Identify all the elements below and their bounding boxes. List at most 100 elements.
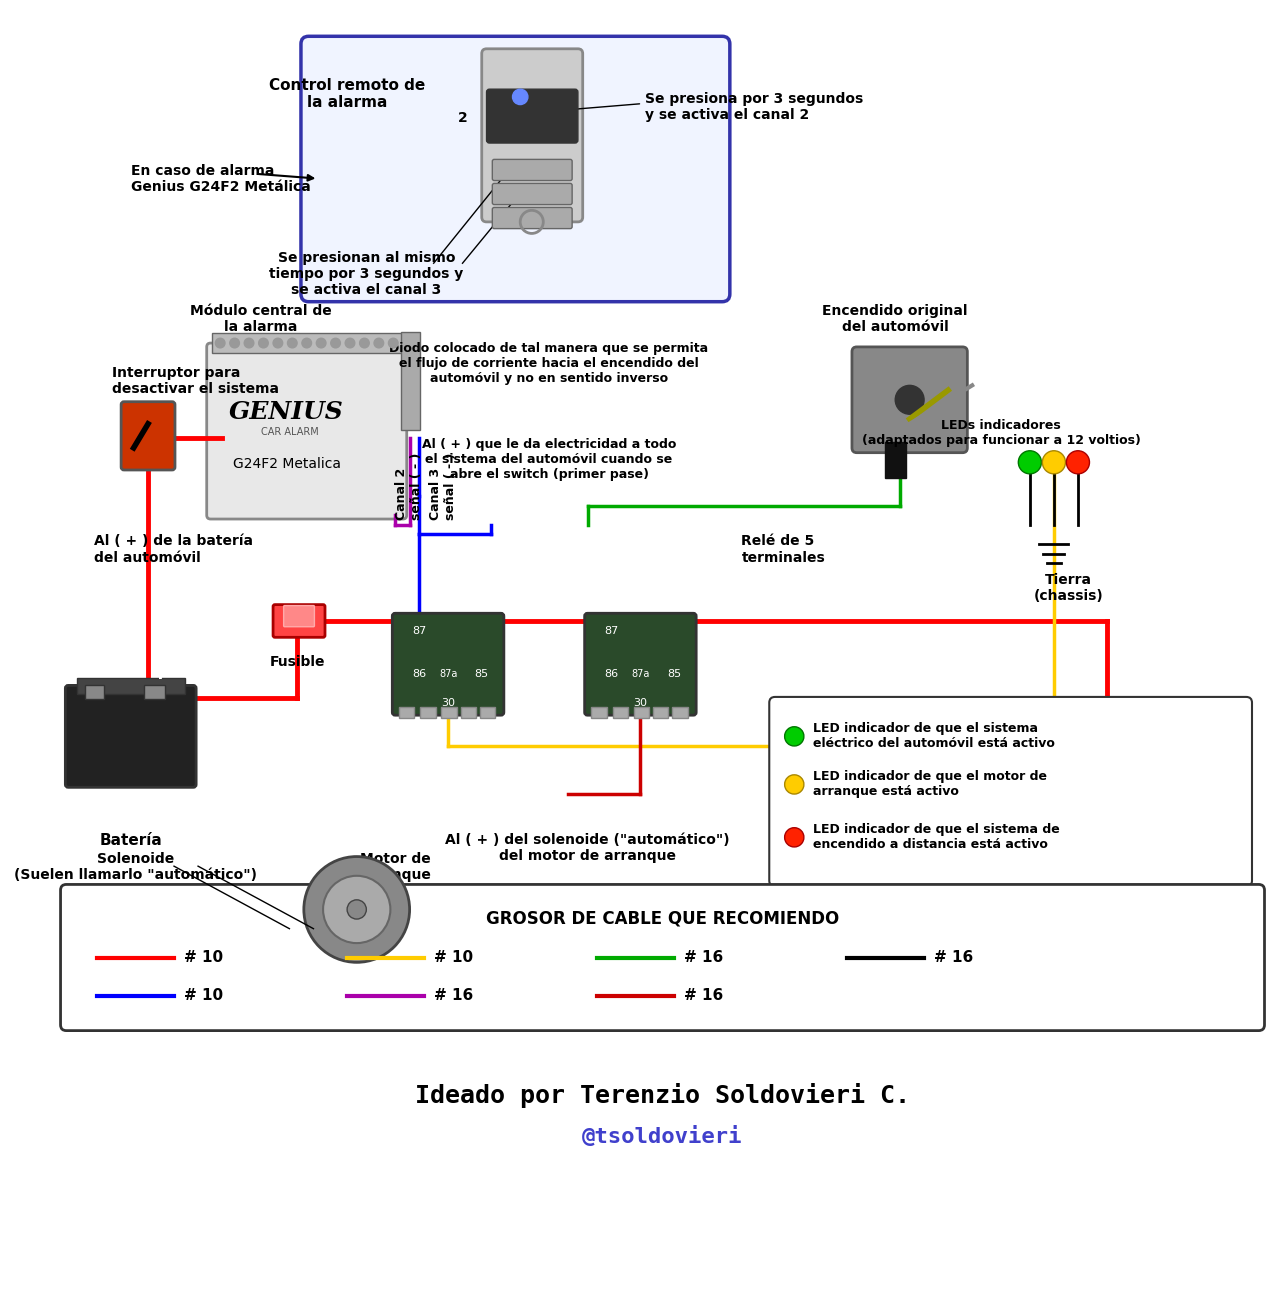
Text: # 10: # 10	[184, 988, 222, 1004]
Text: 87: 87	[412, 626, 427, 636]
Text: # 10: # 10	[184, 949, 222, 965]
Text: GENIUS: GENIUS	[229, 400, 344, 424]
FancyBboxPatch shape	[442, 707, 457, 719]
Text: Módulo central de
la alarma: Módulo central de la alarma	[190, 303, 332, 334]
FancyBboxPatch shape	[487, 89, 578, 143]
Text: Control remoto de
la alarma: Control remoto de la alarma	[269, 77, 425, 110]
FancyBboxPatch shape	[420, 707, 435, 719]
Text: LEDs indicadores
(adaptados para funcionar a 12 voltios): LEDs indicadores (adaptados para funcion…	[862, 419, 1140, 448]
FancyBboxPatch shape	[480, 707, 495, 719]
Circle shape	[216, 338, 225, 348]
Circle shape	[388, 338, 398, 348]
Text: Encendido original
del automóvil: Encendido original del automóvil	[822, 303, 968, 334]
Text: LED indicador de que el motor de
arranque está activo: LED indicador de que el motor de arranqu…	[813, 770, 1047, 799]
Text: -: -	[92, 659, 102, 684]
Circle shape	[331, 338, 341, 348]
Text: Tierra
(chassis): Tierra (chassis)	[1033, 573, 1103, 604]
Text: Canal 3
señal ( - ): Canal 3 señal ( - )	[429, 453, 457, 520]
FancyBboxPatch shape	[121, 401, 175, 470]
Text: Fusible: Fusible	[269, 654, 324, 668]
FancyBboxPatch shape	[613, 707, 628, 719]
Wedge shape	[1042, 450, 1065, 473]
Text: 87a: 87a	[439, 670, 457, 679]
Text: 4: 4	[530, 150, 539, 164]
FancyBboxPatch shape	[653, 707, 668, 719]
FancyBboxPatch shape	[885, 442, 905, 477]
FancyBboxPatch shape	[273, 605, 324, 637]
Text: Motor de
arranque: Motor de arranque	[359, 851, 432, 882]
Text: En caso de alarma
Genius G24F2 Metálica: En caso de alarma Genius G24F2 Metálica	[130, 164, 310, 195]
Circle shape	[304, 857, 410, 962]
Circle shape	[345, 338, 355, 348]
FancyBboxPatch shape	[493, 183, 572, 205]
Text: # 16: # 16	[683, 949, 723, 965]
FancyBboxPatch shape	[398, 707, 415, 719]
Text: 87: 87	[604, 626, 618, 636]
Text: Batería: Batería	[100, 832, 162, 848]
Circle shape	[374, 338, 383, 348]
Circle shape	[287, 338, 298, 348]
Text: 86: 86	[604, 670, 618, 679]
Text: 2: 2	[457, 111, 467, 125]
Circle shape	[512, 89, 527, 104]
Circle shape	[323, 876, 391, 943]
Wedge shape	[1018, 450, 1042, 473]
Wedge shape	[784, 726, 805, 746]
FancyBboxPatch shape	[672, 707, 687, 719]
Text: LED indicador de que el sistema de
encendido a distancia está activo: LED indicador de que el sistema de encen…	[813, 823, 1060, 851]
Circle shape	[244, 338, 254, 348]
Circle shape	[317, 338, 326, 348]
FancyBboxPatch shape	[493, 208, 572, 228]
Text: # 10: # 10	[434, 949, 472, 965]
FancyBboxPatch shape	[769, 697, 1251, 886]
FancyBboxPatch shape	[77, 677, 185, 694]
Text: Diodo colocado de tal manera que se permita
el flujo de corriente hacia el encen: Diodo colocado de tal manera que se perm…	[389, 342, 709, 386]
Circle shape	[230, 338, 239, 348]
FancyBboxPatch shape	[585, 613, 696, 715]
Text: Ideado por Terenzio Soldovieri C.: Ideado por Terenzio Soldovieri C.	[415, 1082, 911, 1108]
FancyBboxPatch shape	[392, 613, 504, 715]
Text: Interruptor para
desactivar el sistema: Interruptor para desactivar el sistema	[111, 366, 278, 396]
FancyBboxPatch shape	[401, 332, 420, 430]
Circle shape	[273, 338, 282, 348]
Text: G24F2 Metalica: G24F2 Metalica	[232, 458, 341, 471]
Circle shape	[895, 386, 925, 414]
FancyBboxPatch shape	[461, 707, 476, 719]
Text: Canal 2
señal ( - ): Canal 2 señal ( - )	[395, 453, 423, 520]
Text: 87a: 87a	[631, 670, 650, 679]
Text: @tsoldovieri: @tsoldovieri	[582, 1126, 743, 1147]
FancyBboxPatch shape	[633, 707, 649, 719]
Wedge shape	[1066, 450, 1089, 473]
FancyBboxPatch shape	[493, 160, 572, 181]
FancyBboxPatch shape	[144, 685, 165, 699]
FancyBboxPatch shape	[212, 333, 402, 352]
Text: # 16: # 16	[933, 949, 973, 965]
Text: Al ( + ) del solenoide ("automático")
del motor de arranque: Al ( + ) del solenoide ("automático") de…	[446, 832, 730, 863]
Text: 30: 30	[441, 698, 455, 708]
FancyBboxPatch shape	[60, 885, 1264, 1031]
Text: Relé de 5
terminales: Relé de 5 terminales	[742, 534, 825, 565]
FancyBboxPatch shape	[207, 343, 407, 519]
Circle shape	[259, 338, 268, 348]
Text: 86: 86	[412, 670, 427, 679]
FancyBboxPatch shape	[283, 605, 314, 627]
Wedge shape	[784, 775, 805, 795]
Text: Se presiona por 3 segundos
y se activa el canal 2: Se presiona por 3 segundos y se activa e…	[645, 92, 863, 123]
Text: Solenoide
(Suelen llamarlo "automático"): Solenoide (Suelen llamarlo "automático")	[14, 851, 257, 882]
Wedge shape	[784, 828, 805, 848]
FancyBboxPatch shape	[852, 347, 968, 453]
FancyBboxPatch shape	[65, 685, 197, 787]
Text: Al ( + ) de la batería
del automóvil: Al ( + ) de la batería del automóvil	[94, 534, 253, 565]
Text: 85: 85	[475, 670, 489, 679]
Text: 1: 1	[480, 70, 489, 84]
FancyBboxPatch shape	[84, 685, 103, 699]
Circle shape	[301, 338, 312, 348]
FancyBboxPatch shape	[591, 707, 607, 719]
Text: LED indicador de que el sistema
eléctrico del automóvil está activo: LED indicador de que el sistema eléctric…	[813, 722, 1055, 751]
Text: +: +	[149, 659, 170, 684]
Text: Al ( + ) que le da electricidad a todo
el sistema del automóvil cuando se
abre e: Al ( + ) que le da electricidad a todo e…	[421, 439, 677, 481]
FancyBboxPatch shape	[481, 49, 582, 222]
Circle shape	[360, 338, 369, 348]
Circle shape	[347, 900, 366, 918]
Text: 30: 30	[633, 698, 647, 708]
